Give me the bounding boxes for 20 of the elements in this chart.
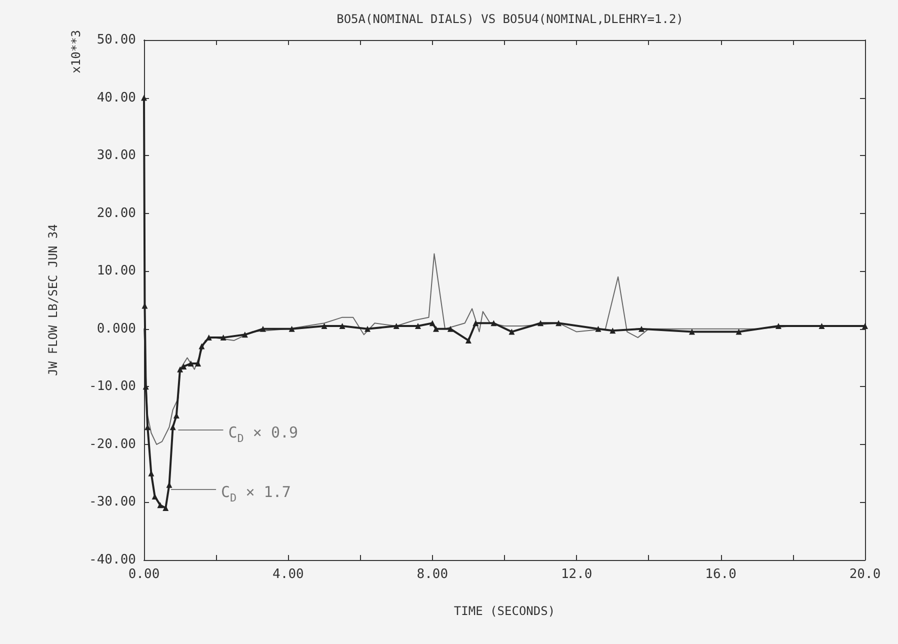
y-tick-label: 50.00 [96,32,136,48]
y-tick-label: 0.000 [96,321,136,336]
text: x10**3 [69,30,83,74]
x-tick-label: 20.0 [849,567,881,582]
x-tick-label: 0.00 [128,567,160,582]
x-tick-label: 4.00 [272,567,304,582]
chart-title: BO5A(NOMINAL DIALS) VS BO5U4(NOMINAL,DLEHRY=1.2) [336,12,684,26]
y-tick-label: -30.00 [89,494,136,510]
x-tick-label: 12.0 [560,567,592,582]
y-tick-label: 10.00 [96,264,136,279]
x-tick-label: 8.00 [416,567,448,582]
x-tick-label: 16.0 [705,567,736,582]
y-tick-label: -20.00 [89,436,136,452]
x-axis-title: TIME (SECONDS) [454,604,556,618]
y-axis-title: JW FLOW LB/SEC JUN 34 [46,224,60,376]
y-tick-label: 30.00 [96,148,136,164]
y-tick-label: -10.00 [89,379,136,394]
y-tick-label: 40.00 [96,90,136,106]
y-tick-label: -40.00 [89,552,136,568]
y-tick-label: 20.00 [96,206,136,221]
